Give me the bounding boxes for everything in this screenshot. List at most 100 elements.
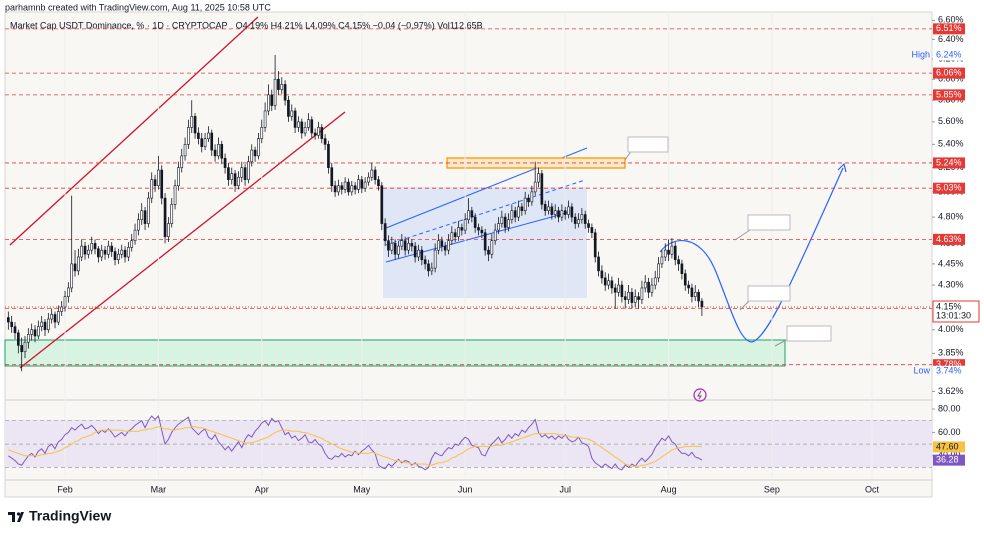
candle-body (350, 185, 354, 193)
candle-body (190, 116, 194, 128)
candle-body (77, 256, 80, 272)
callout (786, 325, 832, 342)
candle-body (167, 223, 170, 238)
candle-body (163, 197, 167, 238)
candle-body (563, 210, 567, 215)
candle-body (653, 277, 657, 286)
candle-body (533, 181, 537, 193)
candle-body (697, 291, 700, 302)
candle-body (497, 223, 500, 231)
candle-body (623, 296, 627, 300)
candle-body (267, 94, 270, 112)
candle-body (230, 173, 234, 180)
candle-body (113, 251, 117, 261)
level-badge (933, 233, 965, 245)
rsi-tick-label: 60.00 (938, 427, 961, 437)
candle-body (27, 334, 30, 343)
callout (627, 136, 669, 153)
candle-body (300, 121, 304, 134)
rsi-band (5, 420, 932, 467)
candle-body (220, 144, 224, 159)
low-name: Low (913, 366, 930, 376)
candle-body (480, 229, 484, 234)
candle-body (133, 229, 137, 242)
candle-body (693, 291, 697, 297)
supply-box (446, 157, 626, 169)
high-value: 6.24% (936, 49, 962, 59)
candle-body (387, 240, 390, 251)
candle-body (427, 263, 430, 272)
candle-body (317, 127, 320, 136)
rsi-badge (933, 441, 965, 453)
candle-body (550, 206, 554, 215)
candle-body (347, 181, 350, 193)
logo: TradingView (8, 508, 111, 524)
candle-body (417, 249, 420, 258)
logo-mark (16, 512, 21, 516)
candle-body (10, 321, 14, 327)
demand-zone (4, 339, 786, 367)
candle-body (73, 263, 77, 272)
candle-body (660, 256, 664, 265)
level-label: 6.06% (936, 67, 962, 77)
candle-body (143, 210, 147, 224)
callout (747, 285, 791, 302)
level-label: 4.63% (936, 234, 962, 244)
candle-body (503, 216, 507, 228)
candle-body (47, 318, 50, 331)
candle-body (450, 232, 454, 242)
candle-body (463, 219, 467, 231)
candle-body (307, 119, 310, 128)
candle-body (380, 185, 384, 224)
level-badge (933, 23, 965, 35)
candle-body (33, 329, 37, 337)
arrow-head (837, 162, 847, 173)
candle-body (187, 127, 190, 145)
level-badge (933, 359, 965, 371)
candle-body (90, 243, 94, 251)
candle-body (643, 281, 647, 289)
candle-body (63, 296, 67, 308)
candle-body (200, 138, 204, 147)
candle-body (293, 110, 297, 128)
legend: Market Cap USDT Dominance, % · 1D · CRYP… (10, 20, 228, 30)
candle-body (203, 138, 207, 147)
candle-body (117, 253, 120, 261)
candle-body (553, 210, 557, 215)
candle-body (590, 227, 594, 234)
candle-body (87, 249, 90, 255)
candle-body (263, 110, 267, 128)
last-badge (932, 300, 980, 323)
candle-body (210, 132, 214, 151)
candle-body (103, 249, 107, 255)
candle-body (640, 287, 644, 300)
level-label: 5.85% (936, 89, 962, 99)
candle-body (430, 267, 434, 272)
candle-body (213, 149, 217, 157)
x-tick-label: May (353, 484, 371, 494)
event-icon (693, 388, 707, 402)
candle-body (523, 197, 527, 212)
candle-body (527, 197, 530, 203)
candle-body (493, 229, 497, 242)
countdown: 13:01:30 (936, 310, 971, 320)
candle-body (357, 179, 360, 190)
rsi-badge (933, 454, 965, 466)
candle-body (270, 94, 274, 106)
high-name: High (911, 49, 930, 59)
candle-body (507, 219, 510, 228)
candle-body (37, 326, 40, 337)
candle-body (290, 110, 294, 117)
candle-body (30, 329, 34, 335)
channel-line (385, 211, 571, 263)
candle-body (673, 245, 677, 261)
candle-body (217, 144, 220, 157)
candle-body (147, 197, 150, 224)
x-tick-label: Jul (559, 484, 571, 494)
trend-line (19, 111, 346, 369)
candle-body (627, 291, 630, 300)
candle-body (240, 167, 244, 178)
candle-body (460, 227, 464, 231)
candle-body (587, 223, 590, 228)
